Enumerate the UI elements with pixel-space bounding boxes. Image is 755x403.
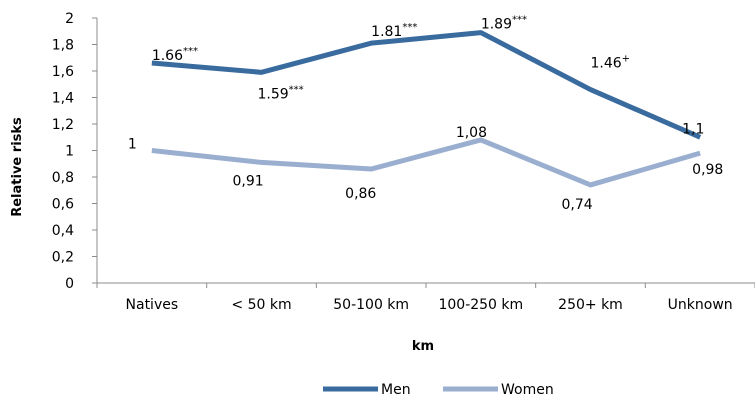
x-tick-label: 100-250 km bbox=[438, 297, 523, 313]
y-axis-title: Relative risks bbox=[10, 117, 25, 217]
data-label-women: 1,08 bbox=[456, 125, 487, 141]
data-label-value: 1,08 bbox=[456, 125, 487, 141]
axes bbox=[96, 18, 755, 284]
data-label-value: 1,1 bbox=[682, 121, 704, 137]
data-label-significance: *** bbox=[183, 46, 198, 57]
y-tick-label: 0,4 bbox=[52, 223, 74, 239]
data-label-significance: *** bbox=[402, 22, 417, 33]
y-tick-label: 0,8 bbox=[52, 170, 74, 186]
data-label-women: 0,91 bbox=[233, 173, 264, 189]
y-tick-label: 1,4 bbox=[52, 91, 74, 107]
data-label-value: 1.46 bbox=[591, 56, 622, 72]
x-tick-label: < 50 km bbox=[231, 297, 291, 313]
data-label-men: 1.66*** bbox=[152, 46, 198, 64]
data-label-significance: *** bbox=[512, 15, 527, 26]
data-label-men: 1,1 bbox=[682, 121, 704, 137]
series-line-women bbox=[151, 137, 701, 188]
y-tick-label: 2 bbox=[65, 11, 74, 27]
data-label-value: 1.81 bbox=[371, 24, 402, 40]
data-label-women: 1 bbox=[128, 137, 137, 153]
data-labels: 1.66***1.59***1.81*** 1.89***1.46+1,110,9… bbox=[128, 15, 724, 213]
y-tick-label: 0,2 bbox=[52, 250, 74, 266]
data-label-value: 0,91 bbox=[233, 173, 264, 189]
y-tick-label: 0 bbox=[65, 276, 74, 292]
data-label-men: 1.89*** bbox=[481, 15, 527, 33]
legend: Men Women bbox=[323, 382, 554, 398]
data-label-value: 1.59 bbox=[258, 86, 289, 102]
data-label-men: 1.46+ bbox=[591, 54, 631, 72]
x-tick-label: Natives bbox=[126, 297, 179, 313]
x-tick-label: Unknown bbox=[668, 297, 733, 313]
data-label-significance: + bbox=[622, 54, 630, 65]
y-tick-label: 1 bbox=[65, 144, 74, 160]
data-label-value: 1.89 bbox=[481, 17, 512, 33]
x-tick-label: 250+ km bbox=[558, 297, 623, 313]
x-axis-title: km bbox=[412, 339, 434, 354]
data-label-value: 0,86 bbox=[345, 186, 376, 202]
x-ticks: Natives < 50 km 50-100 km 100-250 km 250+ km… bbox=[96, 283, 755, 313]
data-label-men: 1.81*** bbox=[371, 22, 417, 40]
series-lines bbox=[151, 30, 702, 188]
data-label-value: 1.66 bbox=[152, 48, 183, 64]
data-label-significance: *** bbox=[289, 84, 304, 95]
data-label-women: 0,86 bbox=[345, 186, 376, 202]
data-label-men: 1.59*** bbox=[258, 84, 304, 102]
y-tick-label: 1,8 bbox=[52, 38, 74, 54]
y-tick-label: 1,6 bbox=[52, 64, 74, 80]
data-label-women: 0,98 bbox=[692, 162, 723, 178]
y-tick-label: 1,2 bbox=[52, 117, 74, 133]
data-label-women: 0,74 bbox=[562, 197, 593, 213]
data-label-value: 0,98 bbox=[692, 162, 723, 178]
y-ticks: 0 0,2 0,4 0,6 0,8 1 1,2 1,4 1,6 1,8 2 bbox=[52, 11, 97, 292]
x-tick-label: 50-100 km bbox=[333, 297, 409, 313]
data-label-value: 1 bbox=[128, 137, 137, 153]
y-tick-label: 0,6 bbox=[52, 197, 74, 213]
legend-label-men: Men bbox=[381, 382, 411, 398]
series-line-men bbox=[151, 30, 702, 140]
legend-label-women: Women bbox=[501, 382, 554, 398]
data-label-value: 0,74 bbox=[562, 197, 593, 213]
